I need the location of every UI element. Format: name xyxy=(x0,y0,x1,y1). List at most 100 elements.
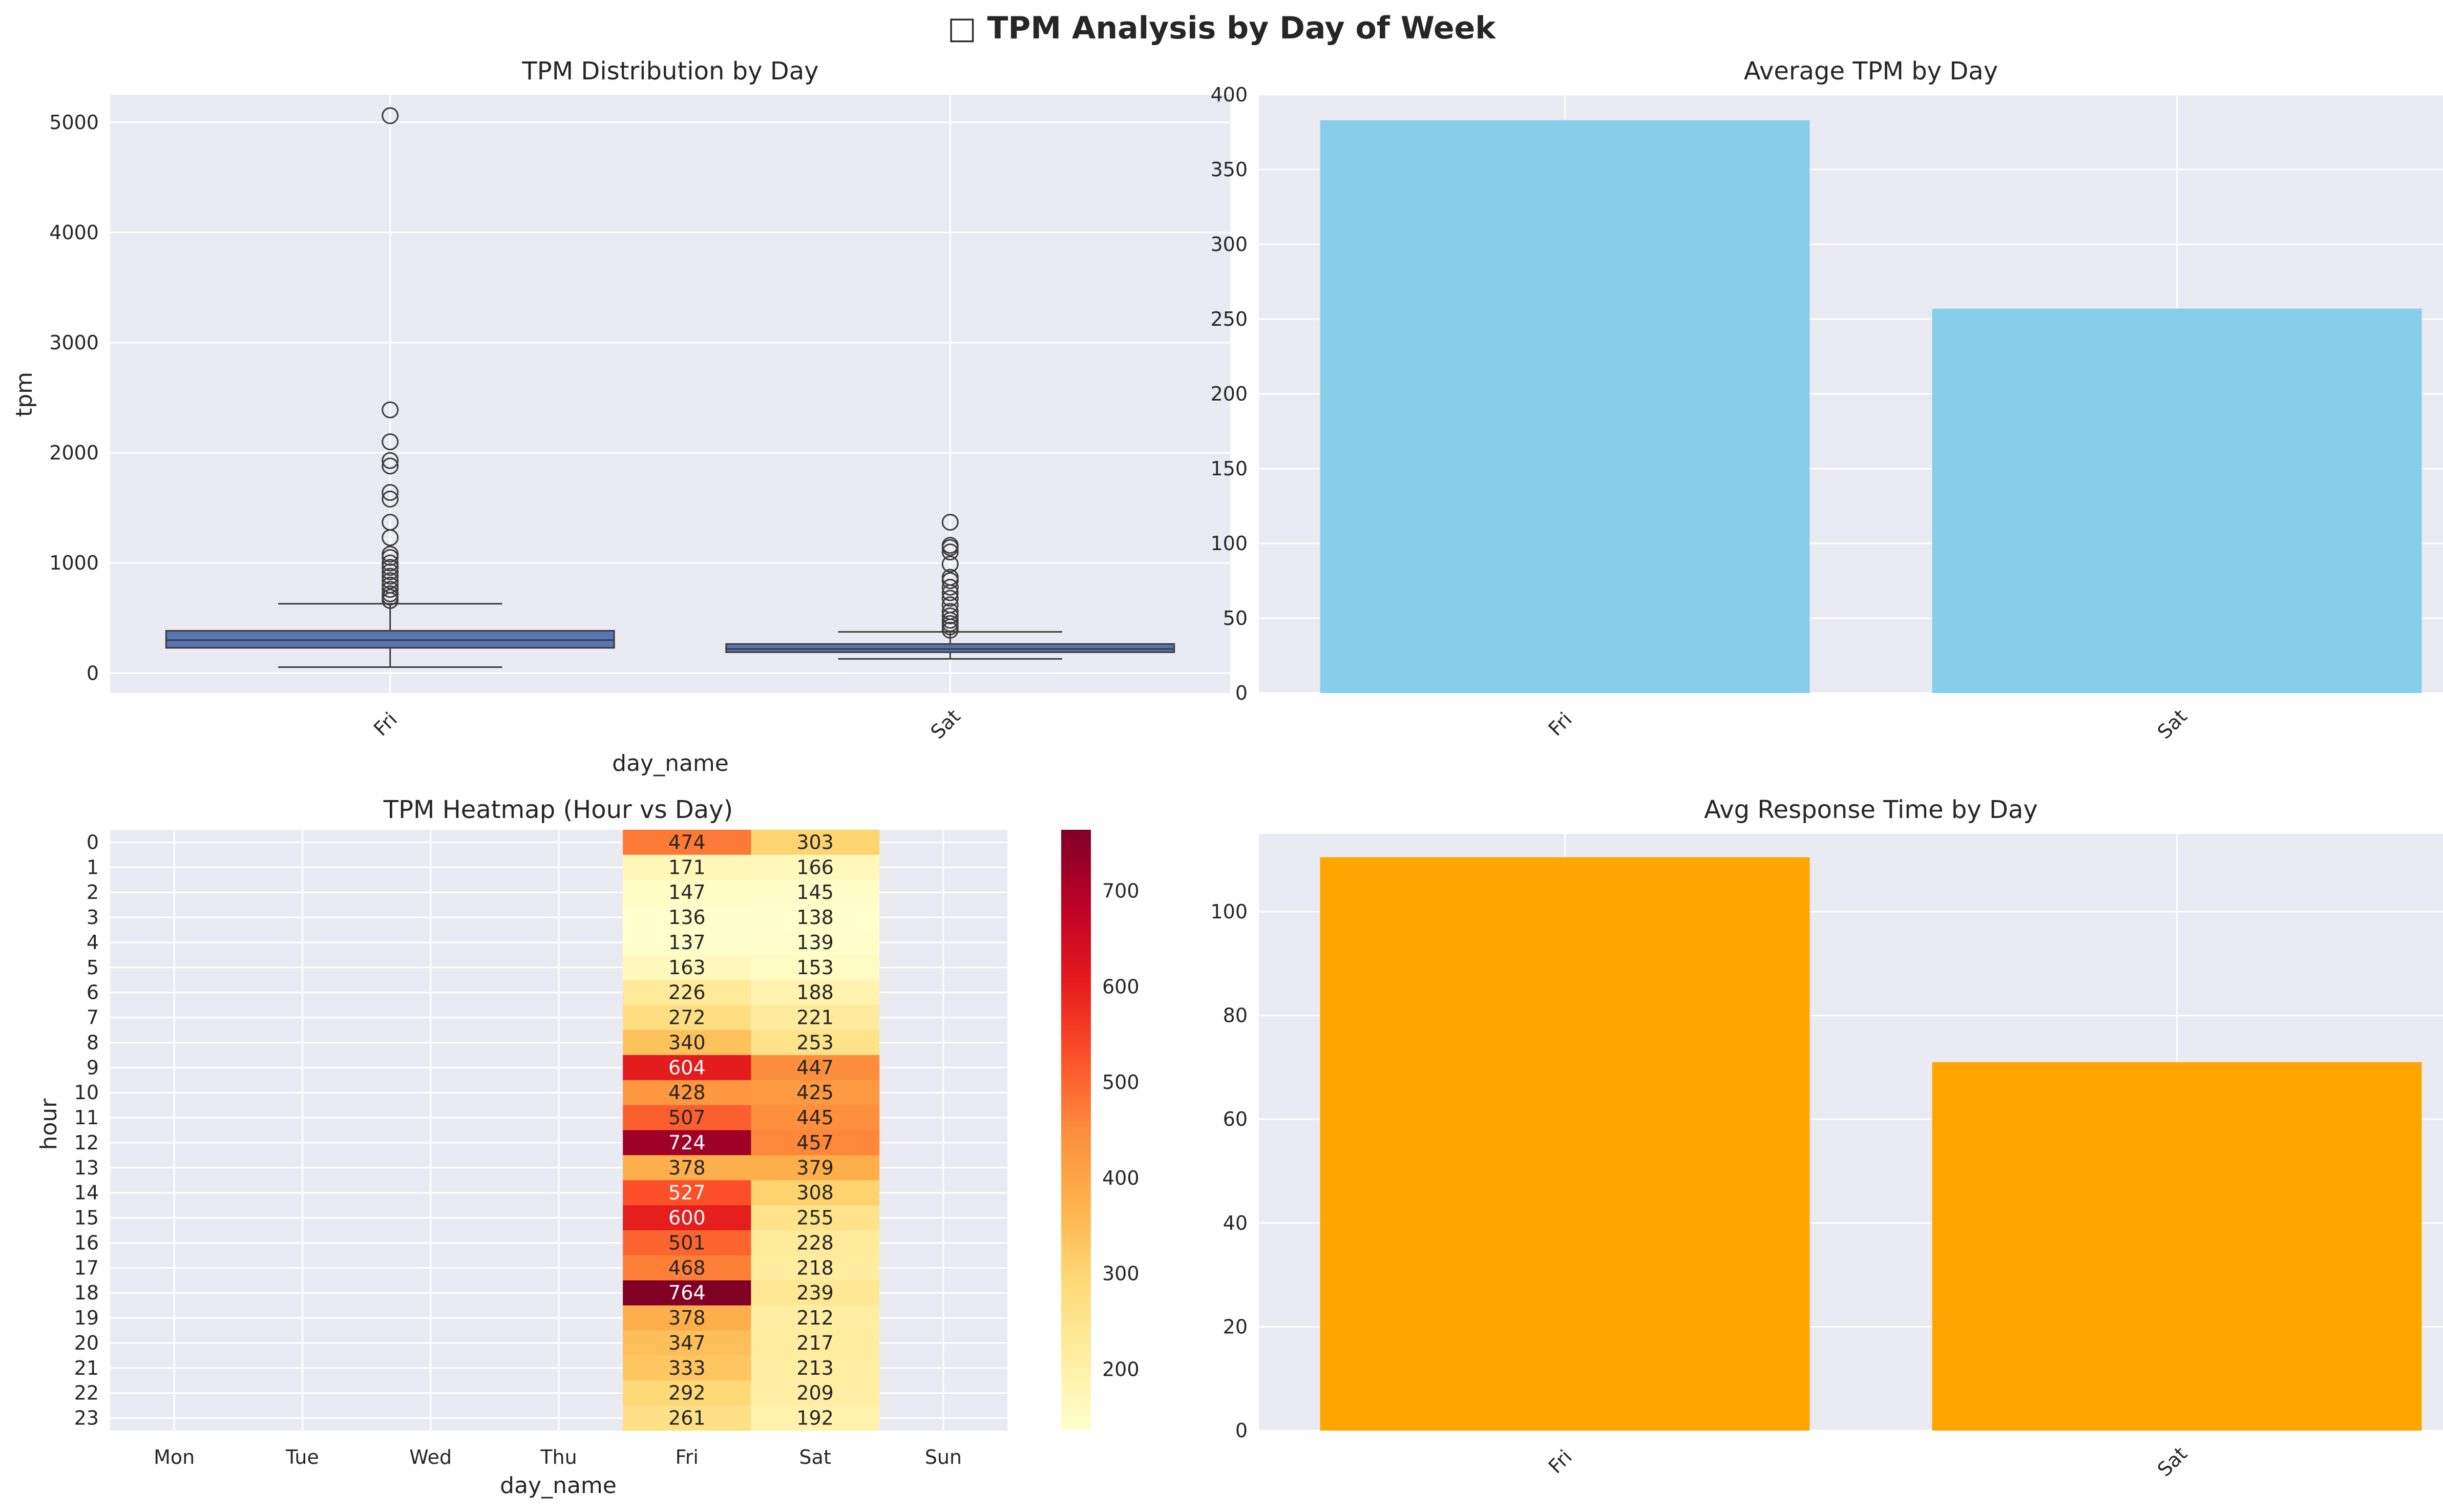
box-plot-ytick-label: 5000 xyxy=(49,111,99,134)
heatmap-cell-label: 136 xyxy=(668,906,706,929)
heatmap-cell xyxy=(623,1280,751,1306)
heatmap-cell-label: 347 xyxy=(668,1332,706,1354)
heatmap-cell xyxy=(623,955,751,980)
heatmap-cell xyxy=(623,905,751,930)
heatmap-ytick-label: 2 xyxy=(87,881,99,904)
avg-tpm-xtick-label: Fri xyxy=(1544,708,1576,740)
heatmap-cell xyxy=(623,1330,751,1356)
heatmap-cell xyxy=(751,1380,880,1406)
outlier-point xyxy=(382,554,399,572)
heatmap-cell-label: 212 xyxy=(796,1307,834,1329)
colorbar-tick-label: 400 xyxy=(1102,1167,1140,1189)
heatmap-cell xyxy=(751,1355,880,1381)
heatmap-xtick-label: Tue xyxy=(285,1446,319,1468)
outlier-point xyxy=(382,572,399,590)
heatmap-cell-label: 425 xyxy=(796,1081,834,1104)
response-time-xtick-label: Sat xyxy=(2153,1442,2192,1481)
response-time-ytick-label: 0 xyxy=(1235,1419,1248,1442)
response-time-ytick-label: 80 xyxy=(1223,1004,1248,1027)
heatmap-cell-label: 253 xyxy=(796,1031,834,1054)
heatmap-cell xyxy=(751,1080,880,1106)
heatmap-ytick-label: 18 xyxy=(74,1282,99,1304)
outlier-point xyxy=(941,607,959,624)
heatmap-ytick-label: 1 xyxy=(87,856,99,878)
heatmap-ytick-label: 4 xyxy=(87,931,99,954)
heatmap-cell-label: 292 xyxy=(668,1382,706,1404)
outlier-point xyxy=(382,107,399,124)
heatmap-cell-label: 303 xyxy=(796,831,834,853)
heatmap-cell-label: 147 xyxy=(668,881,706,904)
response-time-ytick-label: 60 xyxy=(1223,1108,1248,1130)
heatmap-cell xyxy=(623,1130,751,1156)
heatmap-cell-label: 226 xyxy=(668,981,706,1004)
heatmap-colorbar: 200 300 400 500 600 700 xyxy=(1061,830,1140,1431)
heatmap-cell xyxy=(751,1255,880,1281)
outlier-point xyxy=(382,457,399,475)
heatmap-cell-label: 445 xyxy=(796,1106,834,1129)
heatmap-cell xyxy=(751,1105,880,1130)
heatmap-cell xyxy=(751,955,880,980)
outlier-point xyxy=(382,545,399,563)
heatmap-cell-label: 501 xyxy=(668,1231,706,1254)
box-plot-ylabel: tpm xyxy=(11,372,37,417)
heatmap-xtick-label: Wed xyxy=(409,1446,452,1468)
heatmap-cell xyxy=(751,1230,880,1256)
avg-tpm-title: Average TPM by Day xyxy=(1744,57,1998,86)
heatmap-cell-label: 447 xyxy=(796,1056,834,1079)
heatmap-cell xyxy=(751,1330,880,1356)
response-time-ytick-label: 40 xyxy=(1223,1212,1248,1234)
avg-tpm-ytick-label: 150 xyxy=(1210,457,1248,480)
heatmap-ytick-label: 8 xyxy=(87,1031,99,1054)
heatmap-cell xyxy=(751,1280,880,1306)
outlier-point xyxy=(382,581,399,598)
heatmap-cell xyxy=(623,1230,751,1256)
heatmap-cell-label: 724 xyxy=(668,1131,706,1154)
heatmap-ytick-label: 7 xyxy=(87,1006,99,1029)
heatmap-cell xyxy=(751,830,880,855)
heatmap-cell-label: 272 xyxy=(668,1006,706,1029)
heatmap-ytick-label: 6 xyxy=(87,981,99,1004)
heatmap-cell xyxy=(623,1080,751,1106)
box-plot-ytick-label: 1000 xyxy=(49,552,99,574)
heatmap-cell xyxy=(623,1055,751,1081)
heatmap-ytick-label: 21 xyxy=(74,1357,99,1379)
heatmap-ytick-label: 12 xyxy=(74,1131,99,1154)
box-plot-xtick-label: Fri xyxy=(369,708,402,740)
heatmap-cell-label: 261 xyxy=(668,1407,706,1430)
heatmap-cell-label: 218 xyxy=(796,1256,834,1279)
heatmap-cell xyxy=(751,1305,880,1331)
outlier-point xyxy=(382,514,399,531)
box-iqr xyxy=(725,643,1175,653)
avg-tpm-bar-sat xyxy=(1932,308,2422,693)
outlier-point xyxy=(941,603,959,620)
figure-title: □ TPM Analysis by Day of Week xyxy=(947,10,1497,46)
heatmap-ytick-label: 15 xyxy=(74,1207,99,1229)
heatmap-xtick-label: Mon xyxy=(154,1446,195,1468)
heatmap-cell-label: 379 xyxy=(796,1157,834,1179)
response-time-ytick-label: 100 xyxy=(1210,900,1248,923)
heatmap-xtick-label: Sat xyxy=(799,1446,831,1468)
heatmap-cell-label: 217 xyxy=(796,1332,834,1354)
heatmap-cell xyxy=(751,1030,880,1056)
colorbar-tick-label: 300 xyxy=(1102,1263,1140,1285)
heatmap-title: TPM Heatmap (Hour vs Day) xyxy=(383,795,733,824)
heatmap-cell-label: 145 xyxy=(796,881,834,904)
heatmap-cell-label: 255 xyxy=(796,1207,834,1229)
heatmap-cell xyxy=(623,1105,751,1130)
heatmap-cell xyxy=(751,879,880,906)
outlier-point xyxy=(382,452,399,469)
heatmap-cell xyxy=(623,980,751,1005)
heatmap-ytick-label: 16 xyxy=(74,1231,99,1254)
outlier-point xyxy=(382,490,399,508)
heatmap-ytick-label: 13 xyxy=(74,1157,99,1179)
box-plot-plot-area xyxy=(110,95,1230,693)
heatmap-ylabel: hour xyxy=(36,1098,62,1150)
heatmap-cell-label: 474 xyxy=(668,831,706,853)
heatmap-ytick-label: 19 xyxy=(74,1307,99,1329)
heatmap-cell-label: 333 xyxy=(668,1357,706,1379)
heatmap-cell-label: 527 xyxy=(668,1182,706,1204)
heatmap-cell xyxy=(751,854,880,880)
heatmap-xlabel: day_name xyxy=(500,1473,617,1499)
avg-tpm-ytick-label: 350 xyxy=(1210,158,1248,181)
